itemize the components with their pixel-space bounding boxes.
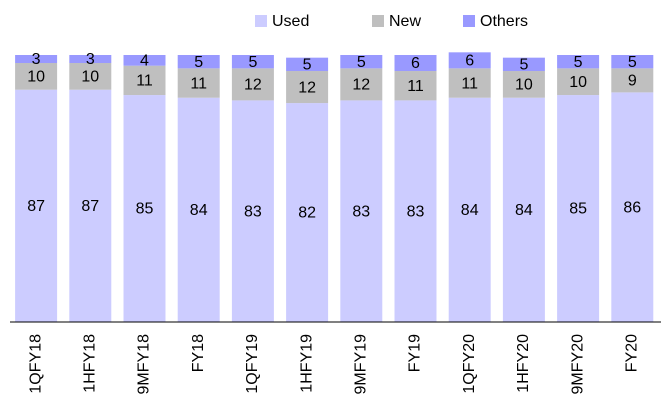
x-tick-label: 1HFY18 [82,334,99,393]
data-label: 11 [407,78,424,95]
data-label: 5 [357,54,366,71]
data-label: 12 [244,77,262,94]
bar-segment [123,95,166,322]
bar-segment [177,68,220,98]
data-label: 82 [298,205,316,222]
legend-swatch [372,15,384,27]
data-label: 87 [27,198,45,215]
data-label: 87 [81,198,99,215]
x-tick-label: 9MFY20 [569,334,586,395]
legend-swatch [255,15,267,27]
data-label: 83 [407,203,425,220]
legend-label: Used [272,13,309,30]
x-tick-label: 1HFY19 [298,334,315,393]
bar-segment [123,65,166,96]
data-label: 5 [628,54,637,71]
data-label: 5 [194,54,203,71]
data-label: 11 [461,75,478,92]
x-tick-label: 9MFY19 [353,334,370,395]
bar-segment [231,100,274,322]
data-label: 12 [298,79,316,96]
x-tick-label: FY20 [624,334,641,372]
data-label: 83 [352,203,370,220]
bar-segment [286,57,329,72]
data-label: 10 [569,74,587,91]
data-label: 11 [136,73,153,90]
bar-segment [69,63,112,90]
x-tick-label: 1QFY19 [244,334,261,394]
legend-label: New [389,13,421,30]
bar-segment [15,89,58,323]
bar-segment [231,55,274,69]
bar-segment [557,68,600,96]
x-tick-label: FY19 [407,334,424,372]
bar-segment [340,55,383,69]
bar-segment [557,55,600,69]
bar-segment [611,68,654,93]
data-label: 3 [32,51,41,68]
data-label: 84 [190,202,208,219]
bar-segment [611,92,654,322]
bar-segment [15,63,58,90]
data-label: 5 [303,57,312,74]
bar-segment [177,55,220,69]
bar-segment [177,97,220,322]
bar-segment [502,57,545,72]
data-label: 5 [574,54,583,71]
data-label: 5 [519,57,528,74]
bar-segment [123,55,166,66]
bar-segment [15,55,58,64]
data-label: 6 [465,53,474,70]
data-label: 83 [244,203,262,220]
data-label: 84 [461,202,479,219]
bar-segment [502,97,545,322]
data-label: 11 [190,75,207,92]
x-tick-label: FY18 [190,334,207,372]
bar-segment [502,71,545,98]
bar-segment [394,71,437,101]
bar-segment [69,55,112,64]
legend-swatch [463,15,475,27]
bar-segment [69,89,112,323]
data-label: 5 [248,54,257,71]
x-tick-label: 9MFY18 [136,334,153,395]
bar-segment [340,100,383,322]
data-label: 9 [628,73,637,90]
data-label: 85 [569,201,587,218]
bar-segment [557,95,600,322]
bar-segment [448,68,491,98]
bar-segment [611,55,654,69]
bar-segment [448,52,491,69]
bar-segment [394,100,437,322]
data-label: 86 [623,199,641,216]
x-tick-label: 1HFY20 [515,334,532,393]
x-tick-label: 1QFY18 [27,334,44,394]
data-label: 10 [27,69,45,86]
data-label: 6 [411,55,420,72]
data-label: 84 [515,202,533,219]
data-label: 4 [140,53,149,70]
data-label: 85 [136,201,154,218]
bar-segment [286,71,329,104]
bar-segment [448,97,491,322]
x-tick-label: 1QFY20 [461,334,478,394]
bar-segment [231,68,274,101]
data-label: 3 [86,51,95,68]
bar-segment [286,103,329,322]
data-label: 12 [352,77,370,94]
bar-segment [340,68,383,101]
legend-label: Others [480,13,528,30]
data-label: 10 [81,69,99,86]
bar-segment [394,55,437,72]
data-label: 10 [515,77,533,94]
